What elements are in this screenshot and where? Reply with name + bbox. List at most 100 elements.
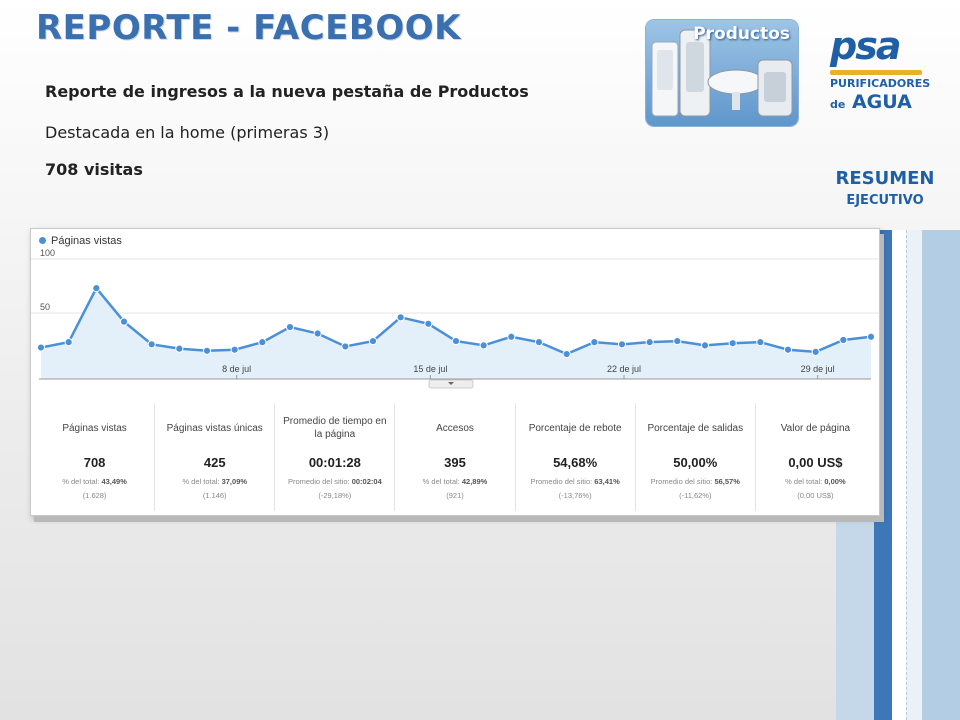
executive-summary: RESUMEN EJECUTIVO [820, 168, 950, 208]
metric-comparison: (-11,62%) [679, 491, 712, 500]
products-label: Productos [693, 24, 790, 44]
metric-card: Porcentaje de salidas 50,00% Promedio del … [636, 403, 756, 511]
subtitle-featured: Destacada en la home (primeras 3) [45, 123, 330, 142]
data-point [451, 336, 461, 346]
data-point [700, 341, 710, 350]
metric-total-label: % del total: [62, 477, 102, 486]
metric-label: Porcentaje de rebote [528, 422, 622, 434]
data-point [396, 313, 405, 322]
metric-total-value: 43,49% [101, 477, 127, 486]
data-point [368, 336, 378, 346]
chart-legend: Páginas vistas [39, 235, 122, 247]
data-point [866, 332, 876, 341]
logo-underline [830, 70, 922, 75]
metric-total-label: % del total: [785, 477, 825, 486]
summary-line2: EJECUTIVO [846, 193, 924, 208]
subtitle-visits: 708 visitas [45, 160, 143, 179]
water-purifier-products-icon [651, 29, 793, 117]
metric-total-label: % del total: [182, 477, 222, 486]
metric-total-value: 63,41% [594, 477, 620, 486]
metric-total-label: Promedio del sitio: [530, 477, 595, 486]
metric-label: Promedio de tiempo en la página [283, 416, 387, 440]
data-point [783, 345, 793, 354]
brand-line-purificadores: PURIFICADORES [830, 77, 931, 90]
metric-label: Páginas vistas únicas [166, 422, 263, 434]
metric-total-value: 56,57% [714, 477, 740, 486]
data-point [562, 349, 571, 359]
data-point [92, 284, 101, 293]
metric-value: 50,00% [673, 455, 718, 470]
metric-comparison: (-29,18%) [318, 491, 352, 500]
metric-label: Páginas vistas [62, 422, 127, 434]
metric-total-label: Promedio del sitio: [650, 477, 715, 486]
analytics-report-panel: Páginas vistas 100 50 8 de jul 15 de jul 22 … [30, 228, 880, 516]
data-point [285, 322, 295, 332]
summary-line1: RESUMEN [835, 168, 935, 189]
metric-comparison: (1.146) [202, 491, 227, 500]
data-point [230, 345, 239, 354]
metric-total-value: 42,89% [461, 477, 488, 486]
metric-card: Accesos 395 % del total: 42,89% (921) [395, 403, 516, 511]
psa-logo: psa PURIFICADORES de AGUA [830, 24, 936, 140]
metric-value: 425 [203, 455, 226, 470]
data-point [147, 340, 156, 349]
metric-value: 0,00 US$ [788, 455, 843, 470]
metrics-row: Páginas vistas 708 % del total: 43,49% (1.6… [35, 403, 875, 511]
data-point [341, 342, 350, 351]
brand-line-agua: de AGUA [830, 91, 936, 113]
products-tab-image: Productos [646, 20, 798, 126]
pageviews-chart: 100 50 8 de jul 15 de jul 22 de jul 29 de jul [31, 249, 879, 389]
metric-total-label: Promedio del sitio: [287, 477, 352, 486]
metric-value: 00:01:28 [308, 455, 361, 470]
x-tick-label: 22 de jul [607, 364, 641, 374]
metric-total: % del total: 0,00% [756, 477, 875, 486]
data-point [756, 338, 765, 347]
metric-card: Promedio de tiempo en la página 00:01:28 P… [275, 403, 396, 511]
legend-dot-icon [39, 237, 46, 244]
y-tick-label: 100 [40, 249, 55, 258]
series-area [41, 288, 871, 379]
legend-label: Páginas vistas [51, 235, 122, 247]
metric-total-value: 37,09% [221, 477, 248, 486]
brand-agua: AGUA [851, 91, 912, 113]
data-point [424, 319, 433, 328]
metric-value: 395 [444, 455, 466, 470]
data-point [36, 343, 46, 352]
metric-total: % del total: 42,89% [395, 477, 514, 486]
metric-total: % del total: 37,09% [155, 477, 274, 486]
metric-comparison: (-13,76%) [558, 491, 592, 500]
metric-comparison: (921) [446, 491, 464, 500]
x-tick-label: 15 de jul [413, 364, 447, 374]
metric-total-value: 00:02:04 [351, 477, 382, 486]
data-point [590, 338, 599, 347]
data-point [673, 336, 682, 346]
metric-label: Porcentaje de salidas [647, 422, 744, 434]
y-tick-label: 50 [40, 302, 50, 312]
brand-line-de: de [830, 98, 846, 111]
metric-total: % del total: 43,49% [35, 477, 154, 486]
metric-card: Porcentaje de rebote 54,68% Promedio del s… [516, 403, 636, 511]
psa-wordmark: psa [830, 24, 901, 68]
data-point [728, 339, 737, 348]
metric-comparison: (1.628) [82, 491, 107, 500]
metric-total-label: % del total: [422, 477, 462, 486]
x-tick-label: 29 de jul [801, 364, 835, 374]
slide-title: REPORTE - FACEBOOK [36, 8, 461, 48]
metric-total-value: 0,00% [824, 477, 846, 486]
data-point [175, 344, 184, 353]
data-point [534, 338, 544, 347]
metric-card: Páginas vistas 708 % del total: 43,49% (1.6… [35, 403, 156, 511]
data-point [258, 338, 267, 347]
metric-card: Valor de página 0,00 US$ % del total: 0,00… [756, 403, 875, 511]
data-point [479, 341, 488, 350]
data-point [839, 335, 848, 345]
metric-total: Promedio del sitio: 00:02:04 [275, 477, 394, 486]
metric-label: Valor de página [780, 422, 851, 434]
metric-total: Promedio del sitio: 63,41% [516, 477, 635, 486]
data-point [64, 338, 73, 347]
metric-total: Promedio del sitio: 56,57% [636, 477, 755, 486]
x-tick-label: 8 de jul [222, 364, 251, 374]
data-point [645, 338, 654, 347]
data-point [313, 329, 322, 338]
data-point [119, 317, 129, 326]
